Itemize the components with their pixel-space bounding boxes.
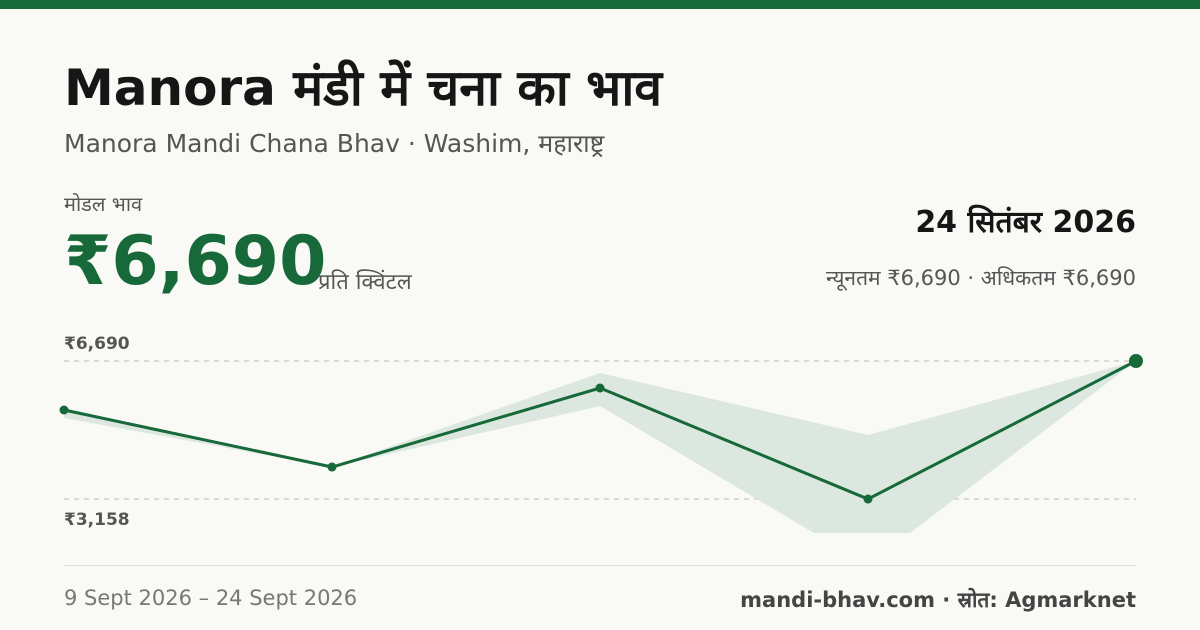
- divider: [64, 565, 1136, 566]
- point: [595, 383, 605, 393]
- price-label: मोडल भाव: [64, 192, 143, 216]
- subtitle: Manora Mandi Chana Bhav · Washim, महाराष…: [64, 129, 605, 158]
- y-tick-label: ₹6,690: [64, 334, 130, 354]
- title: Manora मंडी में चना का भाव: [64, 59, 663, 117]
- price-unit: प्रति क्विंटल: [318, 270, 412, 295]
- y-tick-label: ₹3,158: [64, 510, 130, 530]
- source: mandi-bhav.com · स्रोत: Agmarknet: [740, 588, 1136, 612]
- top-bar: [0, 0, 1200, 9]
- point: [1129, 353, 1143, 368]
- range-band: [64, 360, 1136, 533]
- period: 9 Sept 2026 – 24 Sept 2026: [64, 586, 358, 610]
- point: [327, 462, 337, 472]
- point: [863, 494, 873, 504]
- min-max: न्यूनतम ₹6,690 · अधिकतम ₹6,690: [826, 266, 1136, 290]
- price: ₹6,690: [64, 222, 327, 301]
- date: 24 सितंबर 2026: [915, 205, 1136, 240]
- point: [59, 405, 69, 415]
